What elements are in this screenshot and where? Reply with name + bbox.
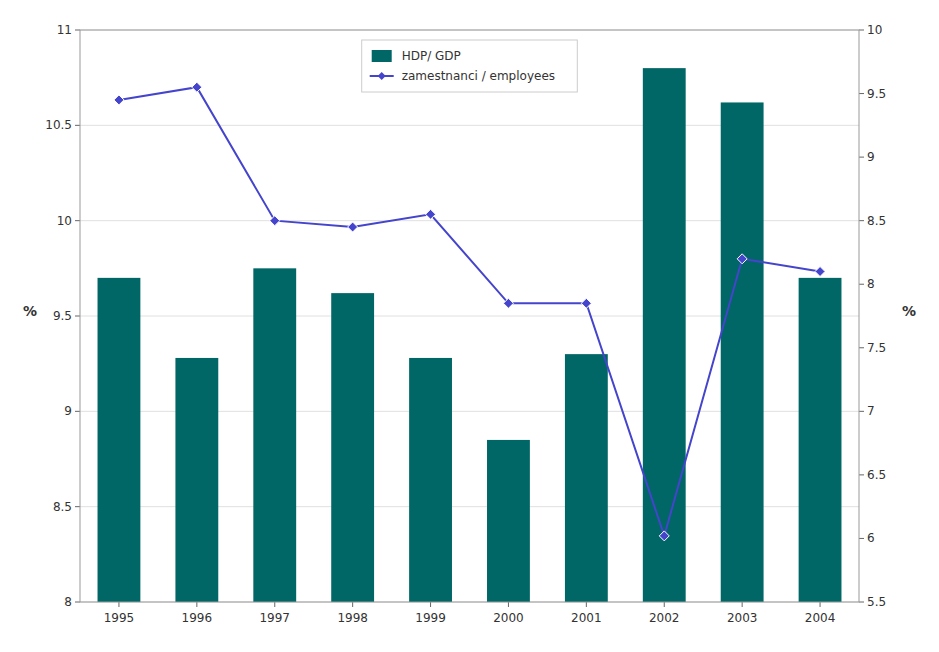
- bar: [253, 268, 296, 602]
- tick-label: 6: [867, 531, 875, 545]
- tick-mark: [664, 602, 665, 607]
- tick-mark: [859, 347, 864, 348]
- axis-label: %: [23, 303, 37, 319]
- tick-mark: [859, 220, 864, 221]
- tick-mark: [859, 157, 864, 158]
- tick-label: 8: [64, 595, 72, 609]
- tick-label: 10: [867, 23, 882, 37]
- tick-mark: [508, 602, 509, 607]
- tick-label: 8.5: [53, 500, 72, 514]
- tick-label: 1999: [415, 611, 446, 625]
- legend-swatch: [372, 50, 392, 62]
- plot-area: [98, 68, 842, 602]
- tick-label: 9: [867, 150, 875, 164]
- tick-mark: [75, 125, 80, 126]
- tick-mark: [859, 474, 864, 475]
- tick-label: 8.5: [867, 214, 886, 228]
- bar: [799, 278, 842, 602]
- tick-mark: [859, 411, 864, 412]
- tick-label: 2000: [493, 611, 524, 625]
- legend: HDP/ GDP zamestnanci / employees: [362, 40, 578, 92]
- legend-label: HDP/ GDP: [402, 49, 461, 63]
- tick-mark: [586, 602, 587, 607]
- tick-label: 6.5: [867, 468, 886, 482]
- tick-label: 2004: [805, 611, 836, 625]
- legend-label: zamestnanci / employees: [402, 69, 555, 83]
- line: [119, 87, 820, 536]
- tick-label: 1998: [337, 611, 368, 625]
- bar: [175, 358, 218, 602]
- marker: [503, 298, 513, 308]
- tick-mark: [118, 602, 119, 607]
- marker: [581, 298, 591, 308]
- tick-mark: [75, 506, 80, 507]
- tick-label: 9: [64, 404, 72, 418]
- tick-label: 1996: [182, 611, 213, 625]
- tick-mark: [75, 220, 80, 221]
- tick-label: 7: [867, 404, 875, 418]
- tick-label: 2003: [727, 611, 758, 625]
- tick-mark: [75, 316, 80, 317]
- chart: 8 8.5 9 9.5 10 10.5 11 5.5 6 6.5 7 7.5 8 8.5 9 9.5 10 199…: [0, 0, 939, 652]
- bar: [487, 440, 530, 602]
- plot-frame: [80, 30, 859, 602]
- marker: [815, 267, 825, 277]
- bar: [721, 102, 764, 602]
- tick-label: 2002: [649, 611, 680, 625]
- tick-label: 10.5: [45, 118, 72, 132]
- tick-mark: [352, 602, 353, 607]
- tick-label: 11: [57, 23, 72, 37]
- tick-mark: [859, 284, 864, 285]
- axis-label: %: [902, 303, 916, 319]
- legend-box: [362, 40, 578, 92]
- axes: 8 8.5 9 9.5 10 10.5 11 5.5 6 6.5 7 7.5 8 8.5 9 9.5 10 199…: [23, 23, 916, 625]
- tick-label: 10: [57, 214, 72, 228]
- bar: [331, 293, 374, 602]
- tick-label: 1997: [259, 611, 290, 625]
- tick-label: 9.5: [53, 309, 72, 323]
- tick-label: 1995: [104, 611, 135, 625]
- tick-label: 7.5: [867, 341, 886, 355]
- marker: [659, 531, 669, 541]
- tick-mark: [430, 602, 431, 607]
- legend-swatch: [378, 72, 386, 80]
- tick-mark: [859, 93, 864, 94]
- tick-mark: [820, 602, 821, 607]
- tick-mark: [75, 30, 80, 31]
- tick-mark: [859, 538, 864, 539]
- marker: [114, 95, 124, 105]
- tick-mark: [859, 602, 864, 603]
- tick-label: 9.5: [867, 87, 886, 101]
- bar: [98, 278, 141, 602]
- tick-mark: [742, 602, 743, 607]
- tick-mark: [196, 602, 197, 607]
- tick-mark: [274, 602, 275, 607]
- tick-label: 5.5: [867, 595, 886, 609]
- bar: [565, 354, 608, 602]
- tick-label: 2001: [571, 611, 602, 625]
- tick-mark: [859, 30, 864, 31]
- bar: [643, 68, 686, 602]
- tick-mark: [75, 411, 80, 412]
- marker: [348, 222, 358, 232]
- marker: [426, 209, 436, 219]
- marker: [737, 254, 747, 264]
- marker: [270, 216, 280, 226]
- bar: [409, 358, 452, 602]
- tick-label: 8: [867, 277, 875, 291]
- marker: [192, 82, 202, 92]
- tick-mark: [75, 602, 80, 603]
